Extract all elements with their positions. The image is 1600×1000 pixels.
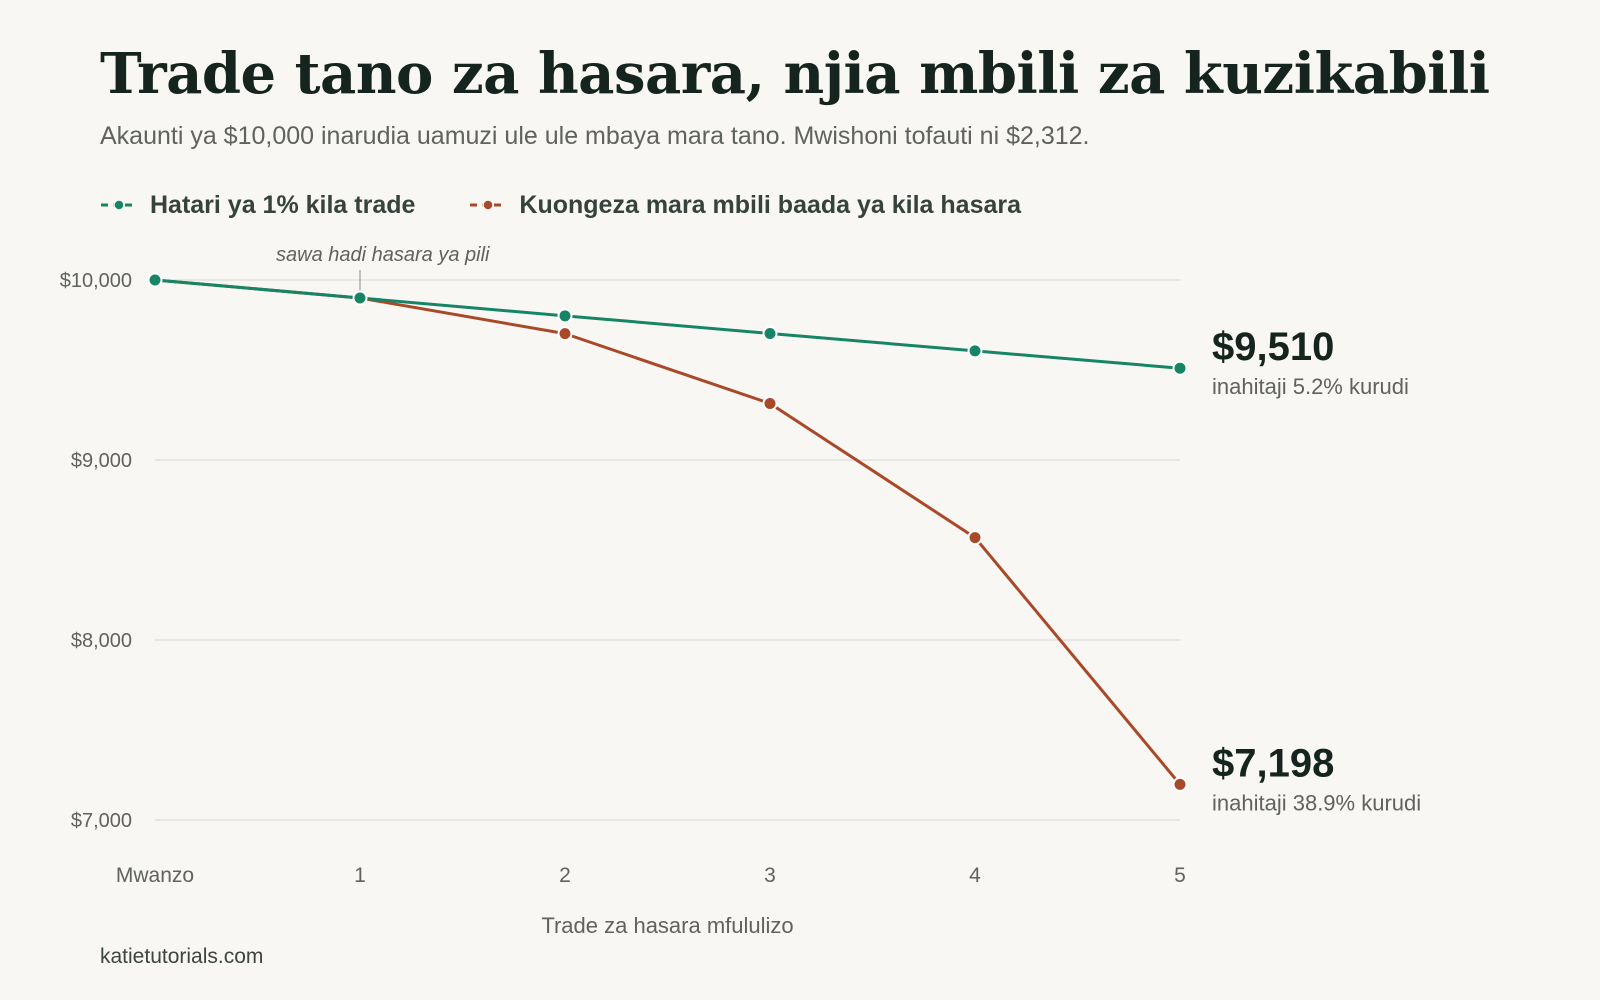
series-line-fixed_risk — [153, 278, 1182, 370]
data-point-fixed_risk — [352, 290, 368, 306]
data-point-fixed_risk — [557, 308, 573, 324]
end-labels: $9,510 inahitaji 5.2% kurudi $7,198 inahita… — [1212, 325, 1421, 815]
x-axis: Mwanzo 1 2 3 4 5 Trade za hasara mfululizo — [116, 864, 1186, 938]
chart-legend: Hatari ya 1% kila trade Kuongeza mara mb… — [100, 188, 1021, 222]
y-tick-label: $10,000 — [60, 270, 132, 292]
data-point-doubling — [1172, 776, 1188, 792]
y-axis: $10,000 $9,000 $8,000 $7,000 — [60, 270, 132, 832]
source-credit: katietutorials.com — [100, 945, 264, 968]
data-point-fixed_risk — [762, 325, 778, 341]
x-tick-label: 5 — [1174, 864, 1186, 887]
end-value-fixed_risk: $9,510 — [1212, 325, 1334, 369]
data-point-doubling — [967, 530, 983, 546]
x-tick-label: 2 — [559, 864, 571, 887]
end-note-fixed_risk: inahitaji 5.2% kurudi — [1212, 374, 1409, 399]
chart-subtitle: Akaunti ya $10,000 inarudia uamuzi ule u… — [100, 122, 1090, 150]
x-tick-label: 1 — [354, 864, 366, 887]
data-point-doubling — [557, 326, 573, 342]
data-point-doubling — [762, 395, 778, 411]
chart-title: Trade tano za hasara, njia mbili za kuzi… — [100, 41, 1490, 107]
legend-swatch-fixed-risk — [101, 199, 137, 211]
legend-item-fixed-risk: Hatari ya 1% kila trade — [100, 191, 415, 220]
end-note-doubling: inahitaji 38.9% kurudi — [1212, 790, 1421, 815]
x-tick-label: 3 — [764, 864, 776, 887]
legend-label-fixed-risk: Hatari ya 1% kila trade — [150, 190, 416, 219]
legend-item-doubling: Kuongeza mara mbili baada ya kila hasara — [469, 191, 1021, 220]
x-axis-title: Trade za hasara mfululizo — [541, 913, 793, 938]
data-point-fixed_risk — [1172, 360, 1188, 376]
end-value-doubling: $7,198 — [1212, 741, 1334, 785]
data-point-fixed_risk — [967, 343, 983, 359]
annotations: sawa hadi hasara ya pili — [276, 244, 490, 292]
legend-swatch-doubling — [470, 199, 507, 211]
y-tick-label: $9,000 — [71, 450, 132, 472]
grid-lines — [155, 279, 1180, 821]
y-tick-label: $7,000 — [71, 810, 132, 832]
y-tick-label: $8,000 — [71, 630, 132, 652]
annotation-text: sawa hadi hasara ya pili — [276, 244, 490, 266]
data-point-fixed_risk — [147, 272, 163, 288]
x-tick-label: Mwanzo — [116, 864, 194, 887]
legend-label-doubling: Kuongeza mara mbili baada ya kila hasara — [519, 190, 1022, 219]
x-tick-label: 4 — [969, 864, 981, 887]
series — [147, 272, 1188, 792]
